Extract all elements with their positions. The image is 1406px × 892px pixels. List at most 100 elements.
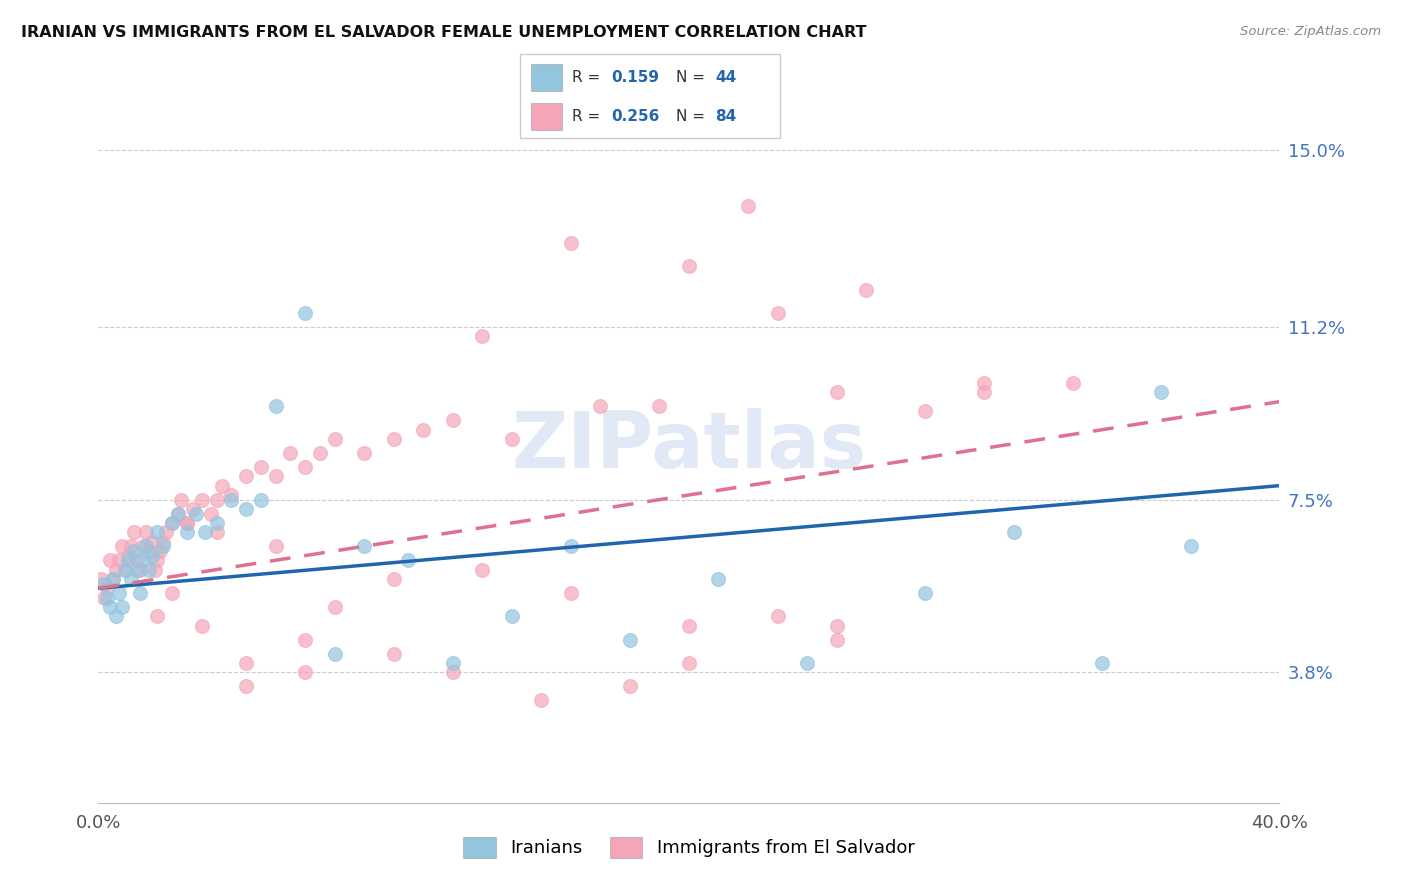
Point	[98, 553, 121, 567]
Point	[184, 507, 207, 521]
Point	[117, 549, 139, 563]
Point	[205, 525, 228, 540]
Point	[93, 576, 115, 591]
Point	[152, 539, 174, 553]
Point	[108, 553, 131, 567]
Point	[250, 460, 273, 475]
Point	[323, 599, 346, 614]
Point	[155, 525, 177, 540]
Point	[353, 539, 375, 553]
Point	[264, 469, 287, 483]
Point	[235, 502, 257, 516]
Point	[138, 563, 160, 577]
Point	[914, 586, 936, 600]
Point	[111, 539, 134, 553]
Point	[294, 632, 316, 647]
Point	[560, 236, 582, 251]
Point	[530, 693, 553, 707]
Point	[96, 591, 118, 605]
Point	[323, 432, 346, 446]
Point	[1150, 385, 1173, 400]
Text: R =: R =	[572, 70, 606, 85]
Point	[235, 679, 257, 693]
Text: N =: N =	[676, 109, 710, 124]
Point	[619, 679, 641, 693]
Text: Source: ZipAtlas.com: Source: ZipAtlas.com	[1240, 25, 1381, 38]
Point	[205, 516, 228, 530]
Point	[135, 539, 157, 553]
Point	[589, 400, 612, 414]
Point	[138, 544, 160, 558]
Point	[143, 563, 166, 577]
Point	[471, 329, 494, 343]
Point	[90, 572, 112, 586]
Point	[678, 260, 700, 274]
Point	[205, 492, 228, 507]
Text: IRANIAN VS IMMIGRANTS FROM EL SALVADOR FEMALE UNEMPLOYMENT CORRELATION CHART: IRANIAN VS IMMIGRANTS FROM EL SALVADOR F…	[21, 25, 866, 40]
Point	[120, 572, 142, 586]
Point	[146, 609, 169, 624]
Point	[125, 553, 148, 567]
Point	[235, 469, 257, 483]
Point	[170, 492, 193, 507]
Point	[162, 586, 183, 600]
Point	[619, 632, 641, 647]
Point	[294, 665, 316, 680]
Point	[501, 609, 523, 624]
Point	[471, 563, 494, 577]
Point	[128, 586, 150, 600]
Point	[93, 591, 115, 605]
Point	[973, 385, 995, 400]
Point	[412, 423, 434, 437]
Point	[125, 563, 148, 577]
Point	[382, 647, 405, 661]
Point	[194, 525, 217, 540]
Point	[162, 516, 183, 530]
Point	[108, 586, 131, 600]
Point	[707, 572, 730, 586]
Point	[98, 599, 121, 614]
Point	[114, 563, 136, 577]
Point	[149, 544, 172, 558]
Point	[441, 656, 464, 670]
Point	[176, 516, 198, 530]
Point	[211, 478, 233, 492]
Point	[382, 432, 405, 446]
Point	[264, 400, 287, 414]
Point	[132, 539, 155, 553]
Point	[103, 572, 125, 586]
Point	[167, 507, 190, 521]
Point	[530, 120, 553, 134]
Point	[146, 553, 169, 567]
FancyBboxPatch shape	[530, 63, 562, 91]
Point	[114, 563, 136, 577]
Point	[441, 413, 464, 427]
Point	[122, 525, 145, 540]
Point	[294, 306, 316, 320]
Point	[855, 283, 877, 297]
Point	[560, 586, 582, 600]
Point	[135, 525, 157, 540]
Point	[501, 432, 523, 446]
Point	[796, 656, 818, 670]
Point	[398, 553, 420, 567]
Text: N =: N =	[676, 70, 710, 85]
Point	[221, 488, 243, 502]
Point	[111, 599, 134, 614]
Point	[176, 525, 198, 540]
Point	[1002, 525, 1025, 540]
FancyBboxPatch shape	[520, 54, 780, 138]
Point	[117, 553, 139, 567]
Point	[181, 502, 204, 516]
Point	[737, 199, 759, 213]
Point	[264, 539, 287, 553]
Point	[294, 460, 316, 475]
Point	[973, 376, 995, 390]
Point	[280, 446, 302, 460]
Point	[323, 647, 346, 661]
Point	[353, 446, 375, 460]
Point	[96, 581, 118, 595]
Point	[191, 618, 214, 632]
Text: 84: 84	[716, 109, 737, 124]
Point	[105, 563, 128, 577]
